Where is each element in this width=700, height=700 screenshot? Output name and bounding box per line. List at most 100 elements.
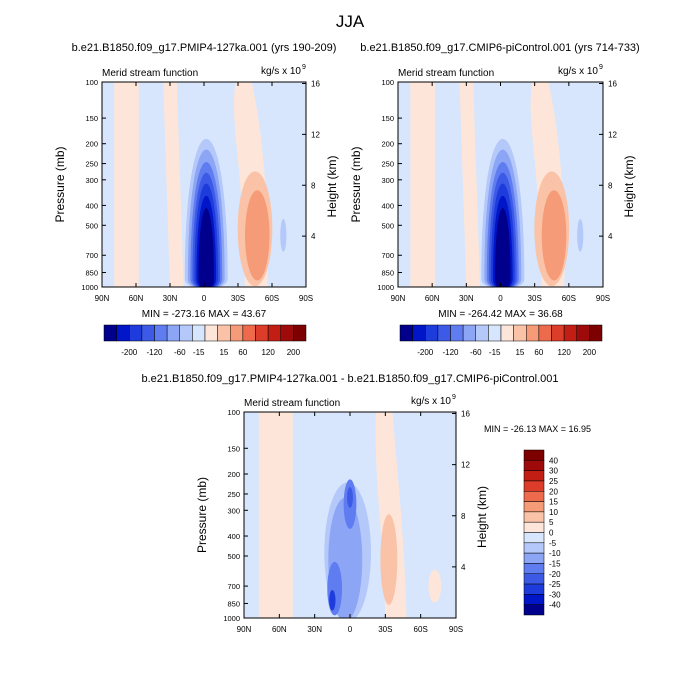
panel-3: 90N 60N 30N 0 30S 60S 90S100150200250300400500… bbox=[141, 373, 591, 634]
colorbar-label: 15 bbox=[549, 498, 558, 507]
h-tick-label: 12 bbox=[461, 461, 470, 470]
p-tick-label: 850 bbox=[227, 599, 240, 608]
field-band-north bbox=[410, 82, 435, 287]
colorbar-swatch bbox=[166, 324, 180, 342]
h-tick-label: 16 bbox=[311, 80, 320, 89]
colorbar-swatch bbox=[538, 324, 552, 342]
colorbar-label: -60 bbox=[174, 348, 186, 357]
colorbar-label: -15 bbox=[489, 348, 501, 357]
colorbar-swatch bbox=[255, 324, 269, 342]
x-tick-label: 60S bbox=[265, 294, 279, 303]
colorbar-swatch bbox=[589, 324, 603, 342]
min-max-stats: MIN = -26.13 MAX = 16.95 bbox=[484, 424, 591, 434]
colorbar-label: 15 bbox=[515, 348, 524, 357]
colorbar-swatch bbox=[204, 324, 218, 342]
p-tick-label: 300 bbox=[381, 176, 394, 185]
h-tick-label: 12 bbox=[608, 130, 617, 139]
units-exponent: 9 bbox=[452, 394, 456, 401]
p-tick-label: 250 bbox=[381, 160, 394, 169]
colorbar-swatch bbox=[154, 324, 168, 342]
colorbar-label: 10 bbox=[549, 508, 558, 517]
h-tick-label: 4 bbox=[311, 232, 316, 241]
x-tick-label: 90N bbox=[95, 294, 110, 303]
colorbar-label: -200 bbox=[121, 348, 138, 357]
colorbar-label: -15 bbox=[193, 348, 205, 357]
colorbar-swatch bbox=[523, 449, 545, 461]
p-tick-label: 400 bbox=[227, 532, 240, 541]
y2-axis-label: Height (km) bbox=[475, 486, 489, 548]
colorbar-swatch bbox=[523, 532, 545, 544]
x-tick-label: 0 bbox=[498, 294, 503, 303]
colorbar-label: -15 bbox=[549, 559, 561, 568]
field-hadley-level-6 bbox=[198, 208, 215, 287]
p-tick-label: 700 bbox=[381, 251, 394, 260]
colorbar-swatch bbox=[129, 324, 143, 342]
field-band-north bbox=[114, 82, 139, 287]
p-tick-label: 400 bbox=[85, 201, 98, 210]
h-tick-label: 4 bbox=[461, 563, 466, 572]
colorbar-label: 25 bbox=[549, 477, 558, 486]
colorbar-swatch bbox=[242, 324, 256, 342]
h-tick-label: 8 bbox=[608, 181, 613, 190]
x-tick-label: 0 bbox=[348, 625, 353, 634]
season-title: JJA bbox=[336, 12, 365, 31]
colorbar-swatch bbox=[217, 324, 231, 342]
x-tick-label: 90N bbox=[391, 294, 406, 303]
colorbar-swatch bbox=[523, 460, 545, 471]
p-tick-label: 100 bbox=[85, 78, 98, 87]
field-band-north bbox=[258, 412, 293, 618]
colorbar-label: -5 bbox=[549, 539, 557, 548]
panel-title: b.e21.B1850.f09_g17.PMIP4-127ka.001 - b.… bbox=[141, 373, 558, 385]
h-tick-label: 16 bbox=[608, 80, 617, 89]
colorbar-swatch bbox=[523, 573, 545, 585]
units-label: kg/s x 10 bbox=[411, 396, 451, 407]
contour-field bbox=[102, 82, 306, 287]
colorbar-swatch bbox=[500, 324, 514, 342]
p-tick-label: 500 bbox=[381, 221, 394, 230]
x-tick-label: 30S bbox=[378, 625, 392, 634]
field-hadley-level-6 bbox=[494, 208, 511, 287]
panels: 90N 60N 30N 0 30S 60S 90S100150200250300400500… bbox=[53, 42, 640, 634]
x-tick-label: 90S bbox=[596, 294, 610, 303]
colorbar-label: 0 bbox=[549, 529, 554, 538]
field-cell-positive bbox=[380, 514, 398, 605]
colorbar-swatch bbox=[513, 324, 527, 342]
colorbar-swatch bbox=[437, 324, 451, 342]
colorbar-swatch bbox=[267, 324, 281, 342]
colorbar-swatch bbox=[563, 324, 577, 342]
colorbar-swatch bbox=[179, 324, 193, 342]
colorbar-swatch bbox=[141, 324, 155, 342]
p-tick-label: 300 bbox=[227, 506, 240, 515]
p-tick-label: 500 bbox=[227, 552, 240, 561]
units-label: kg/s x 10 bbox=[261, 66, 301, 77]
p-tick-label: 150 bbox=[227, 444, 240, 453]
colorbar-label: -60 bbox=[470, 348, 482, 357]
colorbar-label: -200 bbox=[417, 348, 434, 357]
p-tick-label: 250 bbox=[227, 490, 240, 499]
x-tick-label: 60N bbox=[272, 625, 287, 634]
x-tick-label: 90S bbox=[449, 625, 463, 634]
field-cell-positive-inner bbox=[541, 190, 567, 281]
p-tick-label: 700 bbox=[227, 582, 240, 591]
colorbar-label: -25 bbox=[549, 580, 561, 589]
colorbar-label: 200 bbox=[583, 348, 597, 357]
colorbar-label: 15 bbox=[219, 348, 228, 357]
p-tick-label: 850 bbox=[381, 269, 394, 278]
colorbar-swatch bbox=[462, 324, 476, 342]
colorbar-label: 40 bbox=[549, 456, 558, 465]
x-tick-label: 30N bbox=[459, 294, 474, 303]
colorbar-label: -20 bbox=[549, 570, 561, 579]
panel-1: 90N 60N 30N 0 30S 60S 90S 100 150 200 250 300 400 500… bbox=[53, 42, 339, 320]
field-cell-negative-small bbox=[577, 218, 584, 252]
colorbar-label: 60 bbox=[534, 348, 543, 357]
p-tick-label: 1000 bbox=[81, 283, 98, 292]
contour-field bbox=[398, 82, 603, 287]
field-cell-positive-small bbox=[428, 569, 442, 603]
units-label: kg/s x 10 bbox=[558, 66, 598, 77]
colorbar-label: -120 bbox=[442, 348, 459, 357]
colorbar-swatch bbox=[103, 324, 117, 342]
h-tick-label: 16 bbox=[461, 410, 470, 419]
x-tick-label: 30S bbox=[528, 294, 542, 303]
y-axis-label: Pressure (mb) bbox=[349, 146, 363, 222]
colorbar-swatch bbox=[523, 480, 545, 492]
